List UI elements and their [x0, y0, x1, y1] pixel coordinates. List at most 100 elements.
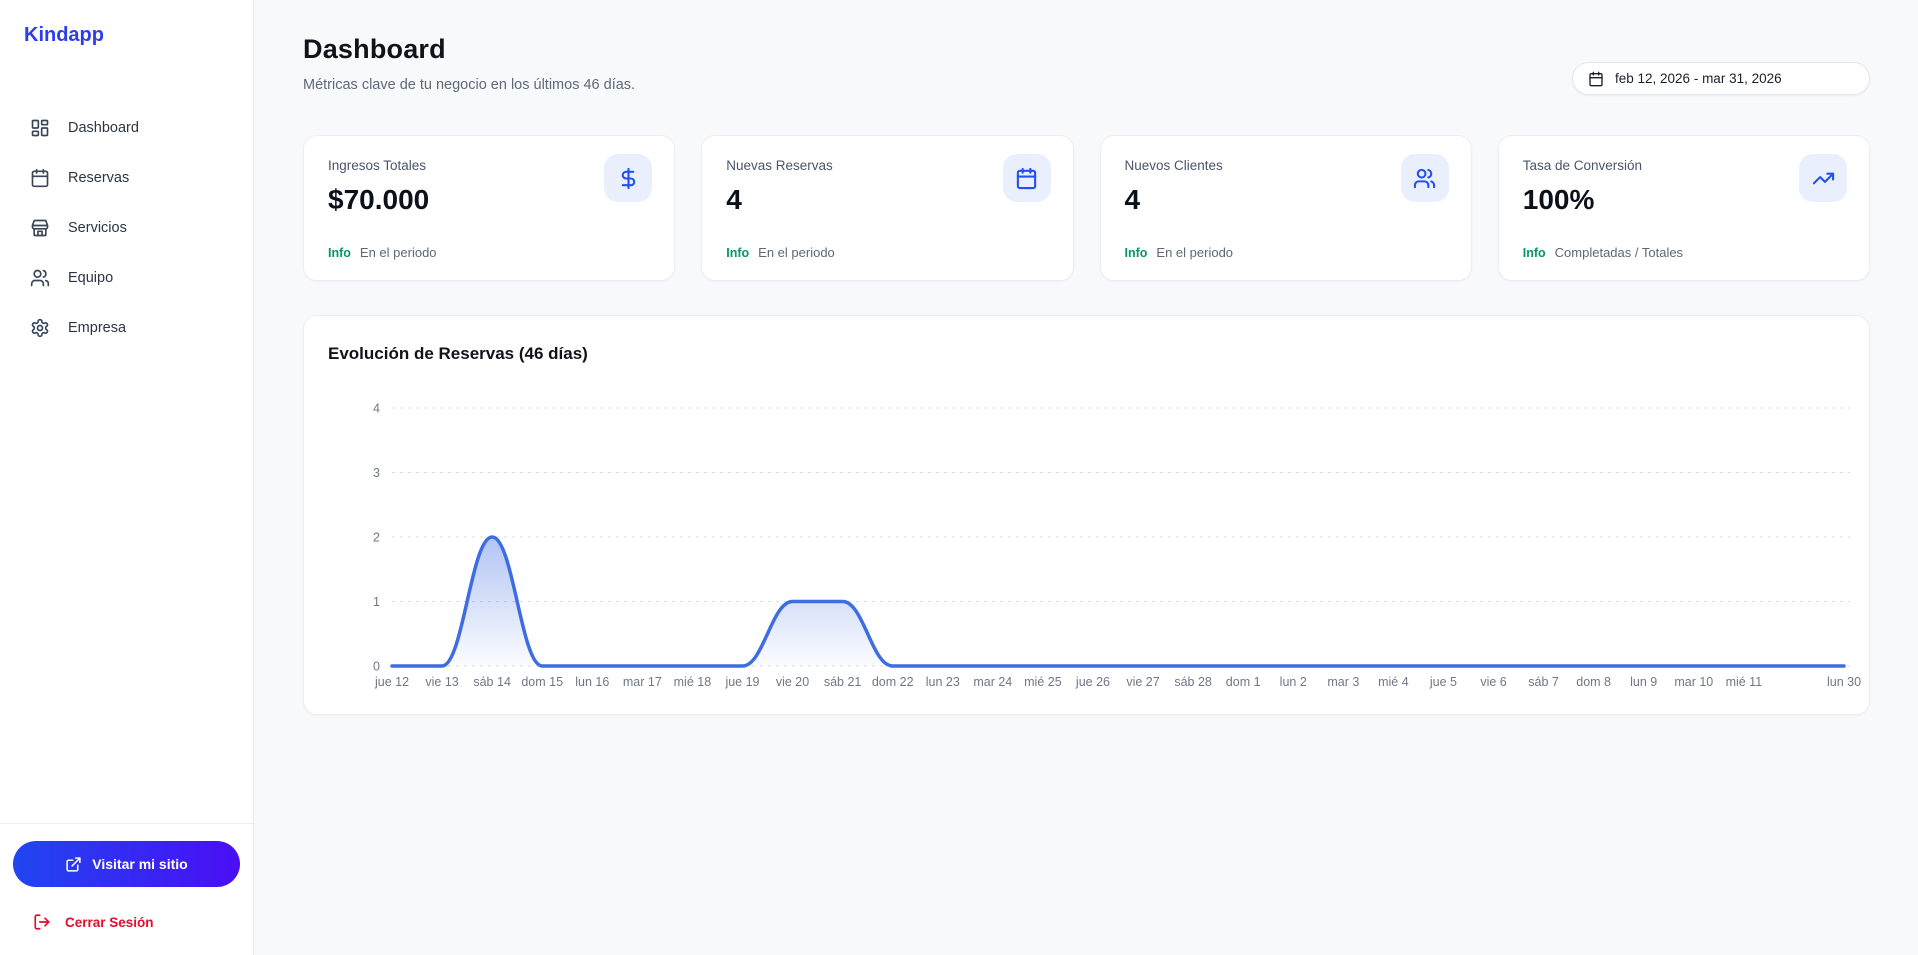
stat-card-reservas: Nuevas Reservas 4 Info En el periodo	[701, 135, 1074, 281]
y-axis-label-1: 1	[373, 595, 380, 609]
stat-card-conversion: Tasa de Conversión 100% Info Completadas…	[1497, 135, 1870, 281]
x-axis-label-8: vie 20	[776, 675, 809, 689]
stats-row: Ingresos Totales $70.000 Info En el peri…	[303, 135, 1870, 281]
x-axis-label-18: lun 2	[1280, 675, 1307, 689]
sidebar-item-label: Dashboard	[68, 120, 139, 136]
sidebar-item-label: Servicios	[68, 220, 127, 236]
x-axis-label-15: vie 27	[1126, 675, 1159, 689]
x-axis-label-9: sáb 21	[824, 675, 862, 689]
stat-value: 4	[726, 184, 742, 215]
trending-up-icon	[1812, 172, 1834, 184]
x-axis-label-14: jue 26	[1075, 675, 1110, 689]
stat-note: En el periodo	[1156, 245, 1234, 260]
x-axis-label-25: lun 9	[1630, 675, 1657, 689]
main-content: Dashboard Métricas clave de tu negocio e…	[254, 0, 1918, 955]
visit-site-button[interactable]: Visitar mi sitio	[13, 841, 240, 887]
sidebar-item-dashboard[interactable]: Dashboard	[0, 103, 253, 153]
x-axis-label-3: dom 15	[521, 675, 563, 689]
sidebar-item-reservas[interactable]: Reservas	[0, 153, 253, 203]
stat-icon-box	[1002, 154, 1051, 202]
sidebar-footer: Visitar mi sitio Cerrar Sesión	[0, 823, 253, 955]
calendar-icon	[1016, 167, 1037, 189]
x-axis-label-0: jue 12	[374, 675, 409, 689]
stat-footer: Info En el periodo	[328, 245, 437, 260]
stat-label: Tasa de Conversión	[1522, 158, 1643, 173]
dollar-icon	[621, 167, 635, 189]
series-line	[390, 535, 1846, 668]
x-axis-label-19: mar 3	[1327, 675, 1359, 689]
x-axis-label-13: mié 25	[1024, 675, 1062, 689]
y-axis-label-0: 0	[373, 660, 380, 674]
stat-value: 4	[1124, 184, 1141, 215]
stat-label: Ingresos Totales	[328, 158, 427, 173]
x-axis-label-5: mar 17	[623, 675, 662, 689]
x-axis-label-7: jue 19	[724, 675, 759, 689]
logout-label: Cerrar Sesión	[65, 914, 154, 930]
info-badge: Info	[328, 246, 351, 260]
y-axis-label-2: 2	[373, 531, 380, 545]
chart-title: Evolución de Reservas (46 días)	[328, 344, 588, 363]
logout-icon	[34, 914, 50, 930]
users-icon	[30, 269, 50, 287]
stat-note: En el periodo	[758, 245, 835, 260]
dashboard-icon	[31, 119, 49, 137]
x-axis-label-22: vie 6	[1480, 675, 1506, 689]
page-title: Dashboard	[303, 34, 446, 64]
info-badge: Info	[726, 246, 750, 260]
stat-icon-box	[604, 154, 653, 202]
info-badge: Info	[1124, 246, 1148, 260]
x-axis-label-29: lun 30	[1827, 675, 1861, 689]
visit-site-label: Visitar mi sitio	[92, 856, 188, 872]
x-axis-label-23: sáb 7	[1528, 675, 1559, 689]
x-axis-label-11: lun 23	[926, 675, 960, 689]
sidebar-item-label: Reservas	[68, 170, 130, 186]
x-axis-label-16: sáb 28	[1174, 675, 1212, 689]
stat-footer: Info En el periodo	[726, 245, 835, 260]
x-axis-label-6: mié 18	[674, 675, 712, 689]
sidebar: Kindapp Dashboard Reservas Servicios Equ…	[0, 0, 254, 955]
stat-note: En el periodo	[359, 245, 437, 260]
gear-icon	[31, 318, 49, 338]
reservations-chart-card: Evolución de Reservas (46 días) 0 1 2 3 4 jue…	[303, 315, 1870, 715]
stat-value: $70.000	[328, 184, 430, 215]
x-axis-label-4: lun 16	[575, 675, 609, 689]
stat-card-clientes: Nuevos Clientes 4 Info En el periodo	[1099, 135, 1472, 281]
x-axis-label-21: jue 5	[1429, 675, 1457, 689]
sidebar-item-equipo[interactable]: Equipo	[0, 253, 253, 303]
logout-button[interactable]: Cerrar Sesión	[33, 913, 240, 931]
date-range-picker[interactable]: feb 12, 2026 - mar 31, 2026	[1572, 62, 1870, 95]
info-badge: Info	[1522, 246, 1546, 260]
external-link-icon	[66, 856, 81, 872]
sidebar-item-label: Empresa	[68, 320, 127, 336]
stat-label: Nuevas Reservas	[726, 158, 833, 173]
x-axis-label-27: mié 11	[1726, 675, 1763, 689]
sidebar-nav: Dashboard Reservas Servicios Equipo Empr…	[0, 103, 253, 353]
calendar-icon	[1589, 71, 1603, 86]
calendar-icon	[31, 168, 49, 188]
store-icon	[31, 219, 49, 237]
stat-icon-box	[1799, 154, 1847, 202]
stat-value: 100%	[1522, 184, 1595, 215]
sidebar-item-servicios[interactable]: Servicios	[0, 203, 253, 253]
x-axis-label-24: dom 8	[1576, 675, 1611, 689]
stat-footer: Info En el periodo	[1125, 245, 1234, 260]
stat-note: Completadas / Totales	[1554, 245, 1684, 260]
page-subtitle: Métricas clave de tu negocio en los últi…	[303, 77, 636, 93]
stat-label: Nuevos Clientes	[1124, 158, 1223, 173]
sidebar-item-label: Equipo	[68, 270, 114, 286]
reservations-area-chart: 0 1 2 3 4 jue 12 vie 13 sáb 14 dom 15 lun 16 mar 1…	[373, 402, 1861, 690]
x-axis-label-10: dom 22	[872, 675, 914, 689]
y-axis-label-4: 4	[373, 402, 380, 416]
y-axis-label-3: 3	[373, 466, 380, 480]
stat-icon-box	[1400, 154, 1449, 202]
x-axis-label-17: dom 1	[1226, 675, 1261, 689]
x-axis-label-2: sáb 14	[473, 675, 511, 689]
sidebar-item-empresa[interactable]: Empresa	[0, 303, 253, 353]
stat-card-ingresos: Ingresos Totales $70.000 Info En el peri…	[303, 135, 676, 281]
date-range-value: feb 12, 2026 - mar 31, 2026	[1615, 71, 1782, 86]
users-icon	[1414, 168, 1436, 188]
x-axis-label-20: mié 4	[1378, 675, 1409, 689]
x-axis-label-12: mar 24	[973, 675, 1012, 689]
app-logo[interactable]: Kindapp	[24, 24, 104, 46]
x-axis-label-26: mar 10	[1674, 675, 1713, 689]
